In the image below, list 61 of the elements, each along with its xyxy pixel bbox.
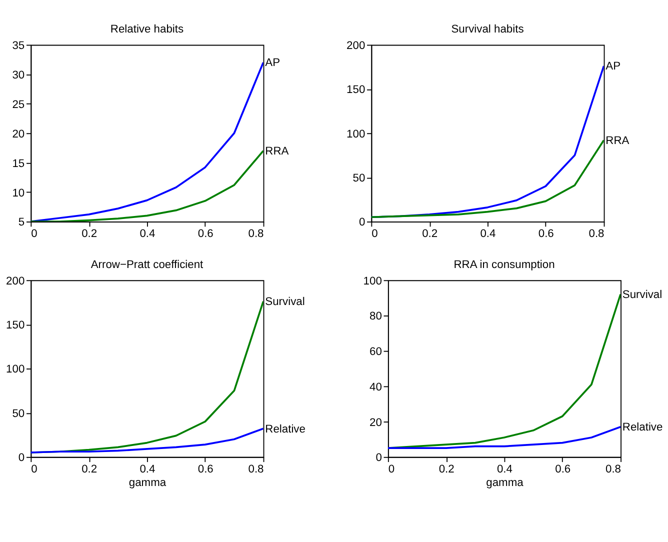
x-tick-label: 0.6 xyxy=(555,463,571,476)
x-tick-label: 0.2 xyxy=(82,228,98,240)
line-series xyxy=(30,62,264,222)
series-label: AP xyxy=(265,57,280,70)
x-tick-label: 0.6 xyxy=(198,463,214,476)
chart-title: Relative habits xyxy=(110,24,184,36)
x-tick-label: 0.2 xyxy=(438,463,454,476)
line-series xyxy=(30,150,264,222)
y-tick-label: 30 xyxy=(12,69,25,82)
y-tick-label: 50 xyxy=(352,172,366,185)
x-axis-title: gamma xyxy=(486,477,524,490)
x-tick-label: 0.6 xyxy=(198,228,214,240)
x-tick-label: 0.2 xyxy=(82,463,98,476)
x-tick-label: 0.2 xyxy=(422,228,438,240)
y-tick-label: 5 xyxy=(18,216,25,229)
x-tick-label: 0.4 xyxy=(496,463,512,476)
y-tick-label: 100 xyxy=(6,364,25,376)
x-tick-label: 0.4 xyxy=(480,228,496,240)
series-label: Relative xyxy=(622,422,663,434)
y-tick-label: 35 xyxy=(12,40,25,52)
y-tick-label: 40 xyxy=(369,381,382,394)
x-tick-label: 0 xyxy=(388,463,395,476)
x-tick-label: 0.8 xyxy=(248,228,264,240)
y-tick-label: 150 xyxy=(346,84,366,96)
x-tick-label: 0.8 xyxy=(588,228,604,240)
chart-title: Survival habits xyxy=(451,24,524,36)
x-axis-title: gamma xyxy=(128,477,167,490)
x-tick-label: 0.8 xyxy=(248,463,264,476)
series-label: Relative xyxy=(265,423,306,436)
y-tick-label: 50 xyxy=(12,408,25,420)
line-series xyxy=(371,139,604,218)
x-tick-label: 0.4 xyxy=(140,228,156,240)
x-tick-label: 0.8 xyxy=(606,463,622,476)
y-tick-label: 150 xyxy=(6,320,25,332)
y-tick-label: 0 xyxy=(18,452,25,464)
y-tick-label: 20 xyxy=(369,416,382,429)
y-tick-label: 100 xyxy=(363,275,382,288)
x-tick-label: 0 xyxy=(31,228,38,240)
y-tick-label: 60 xyxy=(369,346,382,358)
series-label: RRA xyxy=(606,134,630,147)
y-tick-label: 200 xyxy=(6,275,25,288)
y-tick-label: 80 xyxy=(369,310,382,323)
chart-title: RRA in consumption xyxy=(454,259,555,272)
line-series xyxy=(388,426,621,450)
y-tick-label: 20 xyxy=(12,128,25,140)
y-tick-label: 200 xyxy=(346,40,366,52)
series-label: Survival xyxy=(622,289,662,302)
y-tick-label: 100 xyxy=(346,128,366,140)
line-series xyxy=(30,428,264,454)
y-tick-label: 15 xyxy=(12,158,25,170)
y-tick-label: 25 xyxy=(12,98,25,111)
x-tick-label: 0.6 xyxy=(538,228,554,240)
series-label: Survival xyxy=(265,296,305,308)
chart-title: Arrow−Pratt coefficient xyxy=(90,259,204,272)
series-label: AP xyxy=(606,60,621,73)
y-tick-label: 0 xyxy=(376,452,382,464)
y-tick-label: 0 xyxy=(358,216,366,229)
series-label: RRA xyxy=(265,146,290,158)
y-tick-label: 10 xyxy=(12,187,25,200)
x-tick-label: 0.4 xyxy=(140,463,156,476)
x-tick-label: 0 xyxy=(31,463,38,476)
